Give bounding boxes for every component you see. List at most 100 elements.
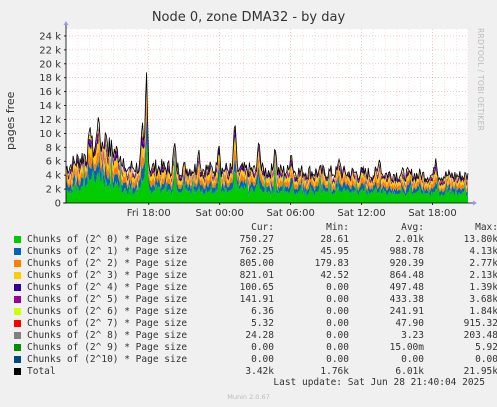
- y-tick-label-1: 2 k: [46, 185, 62, 196]
- legend-row: Chunks of (2^ 0) * Page size 750.27 28.61 2…: [14, 234, 497, 246]
- y-tick-label-11: 22 k: [39, 45, 61, 56]
- legend-value-cur: 100.65: [239, 282, 274, 293]
- legend-row: Chunks of (2^ 6) * Page size 6.36 0.00 241.…: [14, 306, 497, 318]
- legend-label: Chunks of (2^ 6) * Page size: [27, 306, 188, 317]
- legend-value-avg: 988.78: [389, 246, 424, 257]
- legend-value-min: 0.00: [326, 306, 349, 317]
- legend-value-avg: 15.00m: [389, 342, 424, 353]
- legend-value-avg: 6.01k: [395, 366, 424, 377]
- legend-label: Chunks of (2^ 5) * Page size: [27, 294, 188, 305]
- legend-value-cur: 821.01: [239, 270, 274, 281]
- legend-label: Chunks of (2^ 3) * Page size: [27, 270, 188, 281]
- legend-swatch: [14, 248, 21, 255]
- legend-swatch: [14, 332, 21, 339]
- legend-swatch: [14, 260, 21, 267]
- legend-value-cur: 750.27: [239, 234, 274, 245]
- legend-row: Chunks of (2^ 4) * Page size 100.65 0.00 49…: [14, 282, 497, 294]
- legend-swatch: [14, 308, 21, 315]
- y-axis-arrow: [63, 21, 69, 25]
- legend-value-cur: 6.36: [251, 306, 274, 317]
- legend-value-max: 1.84k: [469, 306, 497, 317]
- legend-swatch: [14, 368, 21, 375]
- legend-value-max: 1.39k: [469, 282, 497, 293]
- munin-version: Munin 2.0.67: [227, 393, 270, 401]
- legend-value-cur: 0.00: [251, 342, 274, 353]
- y-tick-label-12: 24 k: [39, 31, 61, 42]
- legend-label: Chunks of (2^ 9) * Page size: [27, 342, 188, 353]
- y-tick-label-5: 10 k: [39, 129, 61, 140]
- legend-swatch: [14, 296, 21, 303]
- legend-value-avg: 920.39: [389, 258, 424, 269]
- legend-value-avg: 47.90: [395, 318, 424, 329]
- legend-value-avg: 497.48: [389, 282, 424, 293]
- x-tick-label-1: Sat 00:00: [196, 208, 244, 219]
- y-tick-label-8: 16 k: [39, 87, 61, 98]
- x-tick-labels: Fri 18:00 Sat 00:00 Sat 06:00 Sat 12:00 Sat …: [127, 203, 457, 219]
- legend-value-cur: 805.00: [239, 258, 274, 269]
- y-tick-label-10: 20 k: [39, 59, 61, 70]
- last-update: Last update: Sat Jun 28 21:40:04 2025: [273, 377, 485, 388]
- legend-swatch: [14, 320, 21, 327]
- legend-header-max: Max:: [475, 222, 497, 233]
- legend-value-min: 1.76k: [320, 366, 349, 377]
- legend-value-min: 0.00: [326, 330, 349, 341]
- y-tick-label-6: 12 k: [39, 115, 61, 126]
- legend-label: Chunks of (2^ 1) * Page size: [27, 246, 188, 257]
- y-tick-label-0: 0: [55, 199, 61, 210]
- legend-swatch: [14, 284, 21, 291]
- legend-value-max: 21.95k: [463, 366, 497, 377]
- legend-swatch: [14, 344, 21, 351]
- legend-value-min: 0.00: [326, 318, 349, 329]
- legend-swatch: [14, 272, 21, 279]
- legend-label: Chunks of (2^ 4) * Page size: [27, 282, 188, 293]
- y-tick-labels: 0 2 k 4 k 6 k 8 k 10 k 12 k 14 k 16 k 18 k 20 k 22 …: [39, 31, 66, 210]
- legend-swatch: [14, 236, 21, 243]
- legend-row: Chunks of (2^ 9) * Page size 0.00 0.00 15.0…: [14, 342, 497, 354]
- legend-value-cur: 762.25: [239, 246, 274, 257]
- legend-row: Chunks of (2^ 8) * Page size 24.28 0.00 3.2…: [14, 330, 497, 342]
- legend-value-max: 13.80k: [463, 234, 497, 245]
- legend-value-max: 2.13k: [469, 270, 497, 281]
- legend-value-avg: 3.23: [401, 330, 424, 341]
- legend-value-avg: 864.48: [389, 270, 424, 281]
- legend-value-avg: 433.38: [389, 294, 424, 305]
- total-line: [65, 72, 469, 183]
- legend-value-min: 28.61: [320, 234, 349, 245]
- legend-header-avg: Avg:: [401, 222, 424, 233]
- legend-label: Chunks of (2^ 8) * Page size: [27, 330, 188, 341]
- legend-value-max: 5.92: [475, 342, 497, 353]
- x-tick-label-0: Fri 18:00: [127, 208, 171, 219]
- legend-value-min: 45.95: [320, 246, 349, 257]
- legend-header: Cur: Min: Avg: Max:: [14, 222, 497, 234]
- legend-row: Chunks of (2^10) * Page size 0.00 0.00 0.00…: [14, 354, 497, 366]
- legend-value-max: 915.32: [463, 318, 497, 329]
- legend-value-cur: 24.28: [245, 330, 274, 341]
- legend-row: Total 3.42k 1.76k 6.01k 21.95k: [14, 366, 497, 378]
- legend-value-min: 0.00: [326, 294, 349, 305]
- x-tick-label-2: Sat 06:00: [266, 208, 314, 219]
- legend-value-cur: 141.91: [239, 294, 274, 305]
- legend-value-avg: 0.00: [401, 354, 424, 365]
- legend-label: Total: [27, 366, 56, 377]
- x-tick-label-3: Sat 12:00: [337, 208, 385, 219]
- legend-label: Chunks of (2^ 2) * Page size: [27, 258, 188, 269]
- area-series-0: [66, 143, 468, 203]
- legend-row: Chunks of (2^ 7) * Page size 5.32 0.00 47.9…: [14, 318, 497, 330]
- y-tick-label-4: 8 k: [46, 143, 62, 154]
- legend-value-max: 0.00: [475, 354, 497, 365]
- legend-value-avg: 241.91: [389, 306, 424, 317]
- y-tick-label-7: 14 k: [39, 101, 61, 112]
- legend-value-max: 2.77k: [469, 258, 497, 269]
- legend-swatch: [14, 356, 21, 363]
- legend-value-cur: 0.00: [251, 354, 274, 365]
- legend-value-cur: 5.32: [251, 318, 274, 329]
- legend-value-min: 0.00: [326, 354, 349, 365]
- legend-row: Chunks of (2^ 2) * Page size 805.00 179.83…: [14, 258, 497, 270]
- legend-value-min: 0.00: [326, 342, 349, 353]
- y-tick-label-2: 4 k: [46, 171, 62, 182]
- y-tick-label-9: 18 k: [39, 73, 61, 84]
- legend-value-avg: 2.01k: [395, 234, 424, 245]
- legend-label: Chunks of (2^ 7) * Page size: [27, 318, 188, 329]
- x-tick-label-4: Sat 18:00: [408, 208, 456, 219]
- legend-label: Chunks of (2^ 0) * Page size: [27, 234, 188, 245]
